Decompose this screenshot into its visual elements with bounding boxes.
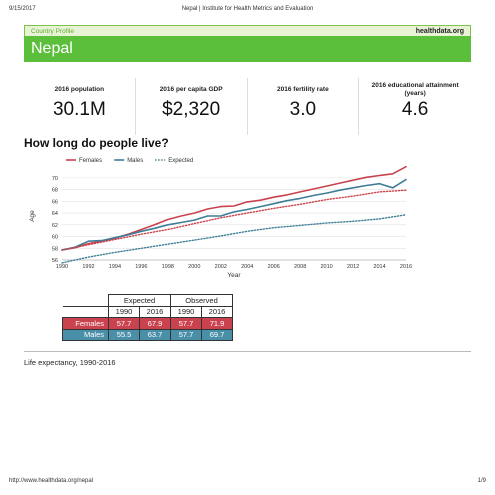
x-tick-label: 2008 xyxy=(294,264,306,270)
stat-label: 2016 educational attainment (years) xyxy=(371,82,459,97)
y-axis-label: Age xyxy=(29,210,36,222)
caption-divider xyxy=(24,351,471,352)
x-tick-label: 2006 xyxy=(268,264,280,270)
stat-education: 2016 educational attainment (years) 4.6 xyxy=(359,78,471,135)
stat-population: 2016 population 30.1M xyxy=(24,78,136,135)
country-profile-band: Country Profile healthdata.org xyxy=(24,25,471,36)
table-cell: 69.7 xyxy=(201,328,233,341)
x-tick-label: 2014 xyxy=(373,264,385,270)
x-tick-label: 1990 xyxy=(56,264,68,270)
print-page-title: Nepal | Institute for Health Metrics and… xyxy=(181,6,314,12)
stat-fertility: 2016 fertility rate 3.0 xyxy=(248,78,360,135)
series-line-expected-3 xyxy=(61,214,407,264)
table-year: 1990 xyxy=(108,305,140,318)
healthdata-link[interactable]: healthdata.org xyxy=(415,27,464,35)
stat-value: $2,320 xyxy=(162,99,221,120)
table-cell: 67.9 xyxy=(139,317,171,330)
stat-label: 2016 per capita GDP xyxy=(159,86,223,93)
series-line-males xyxy=(61,178,407,251)
table-cell: 57.7 xyxy=(170,328,202,341)
table-corner xyxy=(62,305,109,318)
y-tick-label: 58 xyxy=(52,246,58,252)
table-year: 1990 xyxy=(170,305,202,318)
stat-label: 2016 population xyxy=(54,86,105,93)
stat-label: 2016 fertility rate xyxy=(277,86,329,93)
table-year: 2016 xyxy=(201,305,233,318)
x-tick-label: 2002 xyxy=(215,264,227,270)
x-tick-label: 2004 xyxy=(241,264,253,270)
print-header: 9/15/2017 Nepal | Institute for Health M… xyxy=(9,6,486,16)
print-url: http://www.healthdata.org/nepal xyxy=(9,478,94,484)
chart-caption: Life expectancy, 1990-2016 xyxy=(24,358,116,367)
x-tick-label: 2012 xyxy=(347,264,359,270)
x-tick-label: 1996 xyxy=(135,264,147,270)
series-line-expected-2 xyxy=(61,189,407,251)
country-profile-label: Country Profile xyxy=(31,28,74,35)
table-cell: 57.7 xyxy=(108,317,140,330)
stat-gdp: 2016 per capita GDP $2,320 xyxy=(136,78,248,135)
print-page-number: 1/9 xyxy=(477,478,486,484)
table-group-observed: Observed xyxy=(170,294,233,307)
legend-label: Males xyxy=(127,158,143,164)
legend-label: Females xyxy=(79,158,102,164)
table-cell: 55.5 xyxy=(108,328,140,341)
y-tick-label: 60 xyxy=(52,235,58,241)
row-label: Males xyxy=(62,328,109,341)
x-tick-label: 1998 xyxy=(162,264,174,270)
stats-panel: 2016 population 30.1M 2016 per capita GD… xyxy=(24,78,471,135)
table-corner xyxy=(62,294,109,307)
x-axis-label: Year xyxy=(227,272,241,279)
country-bar: Nepal xyxy=(24,36,471,62)
table-year: 2016 xyxy=(139,305,171,318)
table-cell: 57.7 xyxy=(170,317,202,330)
print-date: 9/15/2017 xyxy=(9,6,36,12)
x-tick-label: 1992 xyxy=(82,264,94,270)
legend-label: Expected xyxy=(168,158,193,164)
y-tick-label: 66 xyxy=(52,199,58,205)
y-tick-label: 62 xyxy=(52,223,58,229)
y-tick-label: 56 xyxy=(52,258,58,264)
stat-value: 30.1M xyxy=(52,99,106,120)
country-name: Nepal xyxy=(31,40,73,57)
x-tick-label: 1994 xyxy=(109,264,121,270)
life-expectancy-table: Expected Observed 1990 2016 1990 2016 Fe… xyxy=(62,294,233,341)
x-tick-label: 2010 xyxy=(320,264,332,270)
section-title: How long do people live? xyxy=(24,136,169,150)
y-tick-label: 70 xyxy=(52,176,58,182)
table-group-expected: Expected xyxy=(108,294,171,307)
table-row-males: Males 55.5 63.7 57.7 69.7 xyxy=(62,328,233,341)
stat-value: 4.6 xyxy=(401,99,429,120)
table-row-females: Females 57.7 67.9 57.7 71.9 xyxy=(62,317,233,330)
x-tick-label: 2016 xyxy=(400,264,412,270)
y-tick-label: 68 xyxy=(52,188,58,194)
x-tick-label: 2000 xyxy=(188,264,200,270)
life-expectancy-chart: 56 58 60 62 64 66 68 70 1990 1992 1994 1996 1998 2000… xyxy=(29,158,412,279)
stat-value: 3.0 xyxy=(289,99,317,120)
table-cell: 63.7 xyxy=(139,328,171,341)
row-label: Females xyxy=(62,317,109,330)
y-tick-label: 64 xyxy=(52,211,58,217)
table-cell: 71.9 xyxy=(201,317,233,330)
